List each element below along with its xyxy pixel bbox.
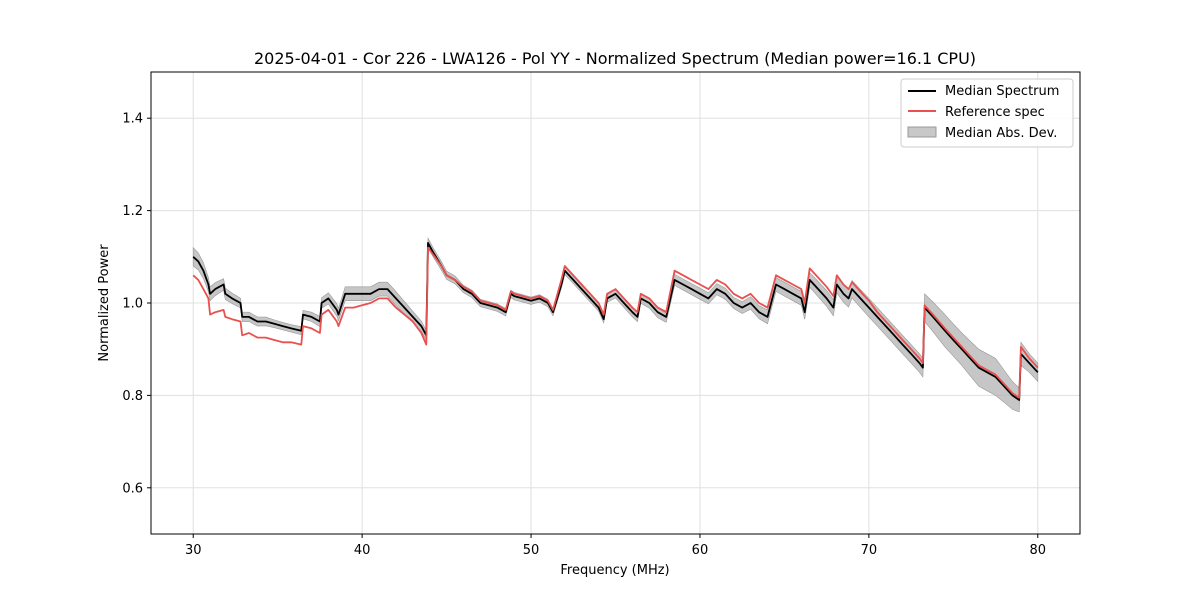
y-tick-label: 1.2 (122, 204, 143, 219)
x-tick-label: 50 (523, 543, 540, 558)
legend-reference-label: Reference spec (945, 105, 1045, 120)
legend-mad-swatch (907, 126, 937, 138)
y-tick-label: 0.8 (122, 389, 143, 404)
y-axis-title: Normalized Power (97, 244, 112, 362)
x-tick-label: 40 (354, 543, 371, 558)
y-tick-label: 1.4 (122, 112, 143, 127)
tick-layer: 30 40 50 60 70 80 0.6 0.8 1.0 1.2 1.4 (122, 112, 1046, 558)
y-tick-label: 1.0 (122, 297, 143, 312)
series-layer (192, 241, 1039, 401)
x-tick-label: 70 (861, 543, 878, 558)
mad-band-layer (192, 237, 1039, 413)
x-tick-label: 80 (1029, 543, 1046, 558)
legend-median-label: Median Spectrum (945, 84, 1059, 99)
x-tick-label: 30 (185, 543, 202, 558)
legend-box (900, 78, 1074, 148)
reference-spec-line (192, 246, 1039, 399)
legend-mad-label: Median Abs. Dev. (945, 126, 1057, 141)
legend: Median Spectrum Reference spec Median Ab… (900, 78, 1074, 148)
chart-title: 2025-04-01 - Cor 226 - LWA126 - Pol YY -… (254, 49, 976, 68)
x-axis-title: Frequency (MHz) (560, 563, 669, 578)
mad-band (192, 237, 1039, 413)
y-tick-label: 0.6 (122, 481, 143, 496)
median-spectrum-line (192, 241, 1039, 401)
x-tick-label: 60 (692, 543, 709, 558)
